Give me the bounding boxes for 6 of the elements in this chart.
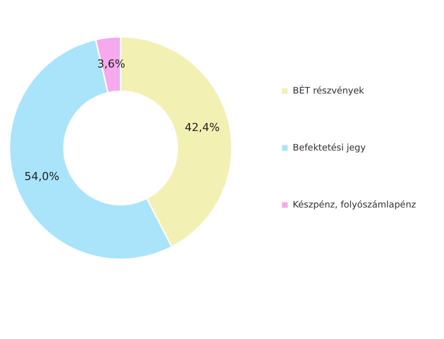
data-label: 42,4% — [184, 120, 220, 134]
data-label: 3,6% — [97, 57, 126, 70]
legend-label: Készpénz, folyószámlapénz — [292, 199, 416, 210]
legend-label: Befektetési jegy — [292, 142, 366, 154]
data-label: 54,0% — [24, 170, 60, 183]
legend-label: BÉT részvények — [292, 84, 365, 96]
